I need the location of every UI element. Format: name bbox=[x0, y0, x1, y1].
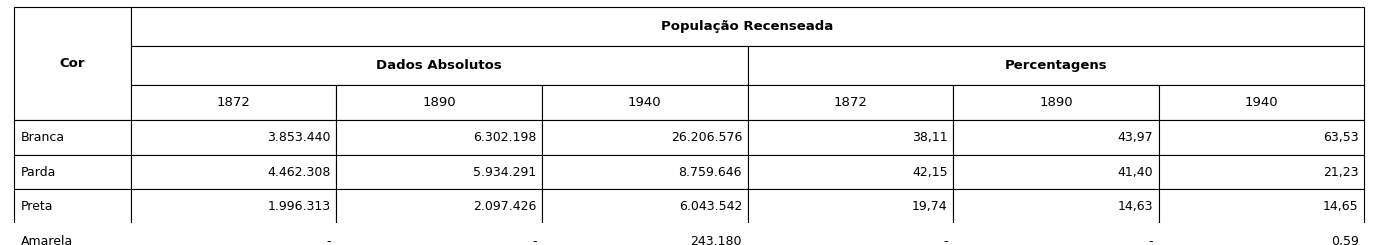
Text: 5.934.291: 5.934.291 bbox=[473, 166, 536, 179]
Bar bbox=[131, 155, 336, 189]
Bar bbox=[1159, 120, 1364, 155]
Bar bbox=[14, 189, 131, 224]
Text: 2.097.426: 2.097.426 bbox=[473, 200, 536, 213]
Text: -: - bbox=[327, 235, 331, 245]
Bar bbox=[747, 189, 954, 224]
Text: 26.206.576: 26.206.576 bbox=[671, 131, 741, 144]
Text: -: - bbox=[1149, 235, 1153, 245]
Bar bbox=[747, 85, 954, 120]
Bar bbox=[747, 120, 954, 155]
Text: -: - bbox=[943, 235, 948, 245]
Bar bbox=[954, 155, 1159, 189]
Text: 41,40: 41,40 bbox=[1118, 166, 1153, 179]
Text: 43,97: 43,97 bbox=[1118, 131, 1153, 144]
Bar bbox=[747, 224, 954, 245]
Bar bbox=[542, 224, 747, 245]
Text: 19,74: 19,74 bbox=[912, 200, 948, 213]
Text: 3.853.440: 3.853.440 bbox=[267, 131, 331, 144]
Bar bbox=[336, 85, 542, 120]
Text: 42,15: 42,15 bbox=[912, 166, 948, 179]
Text: 14,63: 14,63 bbox=[1118, 200, 1153, 213]
Bar bbox=[954, 224, 1159, 245]
Text: Branca: Branca bbox=[21, 131, 65, 144]
Bar bbox=[14, 155, 131, 189]
Text: 6.043.542: 6.043.542 bbox=[679, 200, 741, 213]
Text: 4.462.308: 4.462.308 bbox=[267, 166, 331, 179]
Bar bbox=[336, 120, 542, 155]
Text: 0,59: 0,59 bbox=[1331, 235, 1359, 245]
Bar bbox=[14, 7, 131, 120]
Text: 1872: 1872 bbox=[834, 96, 867, 109]
Bar bbox=[954, 120, 1159, 155]
Text: 14,65: 14,65 bbox=[1323, 200, 1359, 213]
Bar bbox=[747, 155, 954, 189]
Text: 1940: 1940 bbox=[628, 96, 661, 109]
Bar bbox=[336, 224, 542, 245]
Text: 21,23: 21,23 bbox=[1323, 166, 1359, 179]
Bar bbox=[131, 120, 336, 155]
Text: 1872: 1872 bbox=[216, 96, 251, 109]
Bar bbox=[336, 155, 542, 189]
Bar bbox=[14, 120, 131, 155]
Bar bbox=[14, 224, 131, 245]
Bar bbox=[542, 85, 747, 120]
Text: 63,53: 63,53 bbox=[1323, 131, 1359, 144]
Bar bbox=[1159, 85, 1364, 120]
Text: 1940: 1940 bbox=[1244, 96, 1279, 109]
Bar bbox=[1159, 155, 1364, 189]
Bar bbox=[542, 155, 747, 189]
Text: Amarela: Amarela bbox=[21, 235, 73, 245]
Text: 1890: 1890 bbox=[423, 96, 456, 109]
Text: Cor: Cor bbox=[59, 57, 85, 70]
Bar bbox=[131, 189, 336, 224]
Bar bbox=[131, 7, 1364, 46]
Text: Percentagens: Percentagens bbox=[1005, 59, 1107, 72]
Bar bbox=[542, 120, 747, 155]
Text: Preta: Preta bbox=[21, 200, 54, 213]
Bar bbox=[747, 46, 1364, 85]
Bar bbox=[336, 189, 542, 224]
Text: Parda: Parda bbox=[21, 166, 56, 179]
Text: 1.996.313: 1.996.313 bbox=[267, 200, 331, 213]
Bar bbox=[131, 224, 336, 245]
Bar bbox=[131, 46, 747, 85]
Text: 38,11: 38,11 bbox=[912, 131, 948, 144]
Bar bbox=[954, 85, 1159, 120]
Bar bbox=[542, 189, 747, 224]
Text: 8.759.646: 8.759.646 bbox=[678, 166, 741, 179]
Text: 6.302.198: 6.302.198 bbox=[473, 131, 536, 144]
Bar bbox=[131, 85, 336, 120]
Bar bbox=[954, 189, 1159, 224]
Text: População Recenseada: População Recenseada bbox=[661, 20, 834, 33]
Text: -: - bbox=[532, 235, 536, 245]
Bar bbox=[1159, 189, 1364, 224]
Bar bbox=[1159, 224, 1364, 245]
Text: 243.180: 243.180 bbox=[690, 235, 741, 245]
Text: Dados Absolutos: Dados Absolutos bbox=[376, 59, 502, 72]
Text: 1890: 1890 bbox=[1039, 96, 1072, 109]
